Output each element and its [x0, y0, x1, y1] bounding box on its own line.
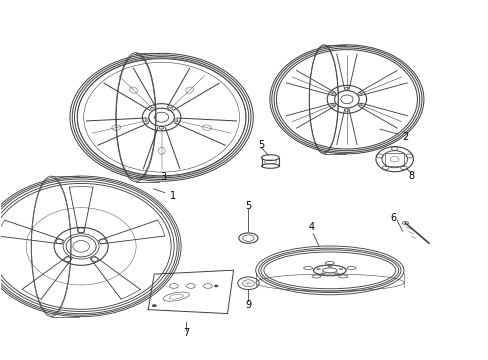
Text: 2: 2 [402, 132, 407, 142]
Text: 8: 8 [407, 171, 413, 181]
Text: 7: 7 [183, 328, 189, 338]
Text: 4: 4 [308, 222, 314, 232]
Text: 5: 5 [258, 140, 264, 150]
Text: 3: 3 [160, 172, 166, 182]
Text: 1: 1 [170, 191, 176, 201]
Text: 6: 6 [390, 213, 396, 222]
Ellipse shape [152, 305, 156, 307]
Text: 9: 9 [245, 300, 251, 310]
Text: 5: 5 [245, 201, 251, 211]
Ellipse shape [214, 285, 218, 287]
